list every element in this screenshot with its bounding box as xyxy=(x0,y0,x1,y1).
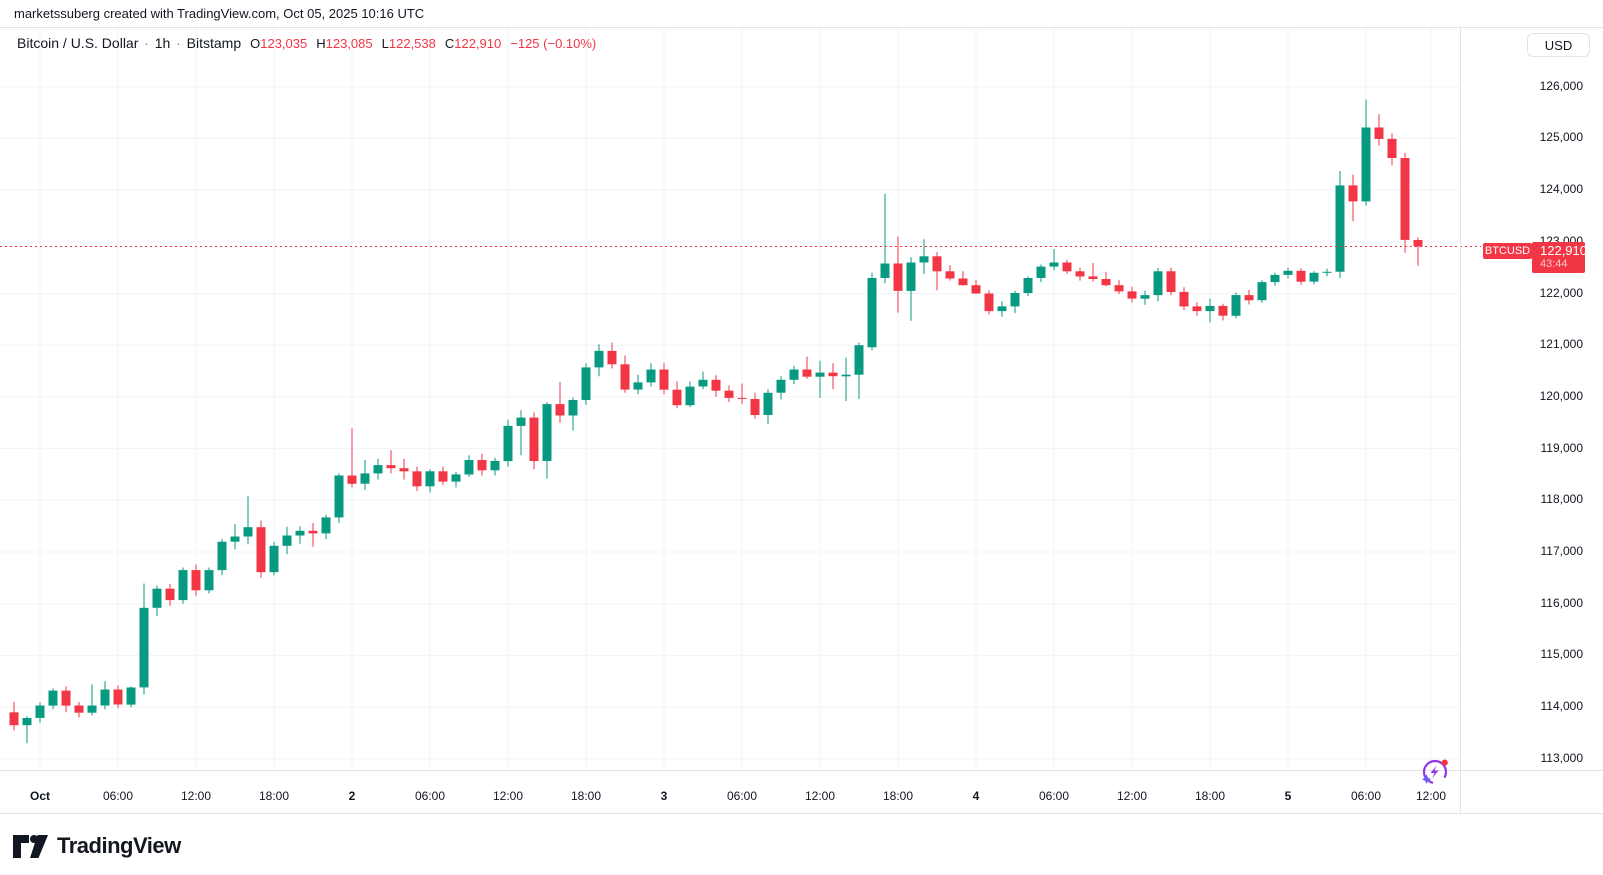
time-axis-label: Oct xyxy=(29,789,51,803)
flash-refresh-icon[interactable] xyxy=(1420,757,1450,787)
notification-dot xyxy=(1441,759,1448,766)
attribution-text: marketssuberg created with TradingView.c… xyxy=(14,6,425,21)
price-axis-border xyxy=(1460,27,1461,813)
top-separator-line xyxy=(0,27,1603,28)
time-axis[interactable]: Oct 06:00 12:00 18:00 2 06:00 12:00 18:00 3 06:00… xyxy=(0,789,1460,805)
time-axis-separator xyxy=(0,770,1603,771)
exchange-label[interactable]: Bitstamp xyxy=(186,35,242,51)
time-axis-label: 12:00 xyxy=(180,789,212,803)
tradingview-logo[interactable]: TradingView xyxy=(13,833,181,859)
time-axis-label: 06:00 xyxy=(1350,789,1382,803)
price-axis-label: 122,000 xyxy=(1539,285,1583,300)
ohlc-open: O123,035 xyxy=(250,36,308,51)
bar-countdown: 43:44 xyxy=(1540,257,1568,270)
time-axis-label: 12:00 xyxy=(1415,789,1447,803)
symbol-title[interactable]: Bitcoin / U.S. Dollar xyxy=(17,35,139,51)
ohlc-low: L122,538 xyxy=(381,36,436,51)
price-axis-label: 121,000 xyxy=(1539,337,1583,352)
ticker-price-chip: BTCUSD xyxy=(1483,242,1532,259)
time-axis-label: 12:00 xyxy=(804,789,836,803)
time-axis-label: 5 xyxy=(1284,789,1292,803)
time-axis-label: 3 xyxy=(660,789,668,803)
time-axis-label: 06:00 xyxy=(102,789,134,803)
price-axis-label: 114,000 xyxy=(1540,699,1584,714)
time-axis-label: 06:00 xyxy=(414,789,446,803)
price-axis-label: 118,000 xyxy=(1540,492,1584,507)
price-axis-label: 125,000 xyxy=(1539,130,1583,145)
time-axis-label: 06:00 xyxy=(726,789,758,803)
current-price-value: 122,910 xyxy=(1540,242,1587,258)
currency-usd-button[interactable]: USD xyxy=(1527,33,1590,57)
time-axis-label: 4 xyxy=(972,789,980,803)
time-axis-label: 12:00 xyxy=(1116,789,1148,803)
price-axis-label: 124,000 xyxy=(1539,182,1583,197)
price-axis-label: 119,000 xyxy=(1540,440,1584,455)
price-axis-label: 116,000 xyxy=(1540,595,1584,610)
price-axis-label: 120,000 xyxy=(1539,388,1583,403)
sparkle-icon xyxy=(1421,774,1432,784)
price-axis[interactable]: 126,000 125,000 124,000 123,000 122,000 121,0… xyxy=(1460,0,1603,813)
ohlc-close: C122,910 xyxy=(444,36,502,51)
price-change: −125 (−0.10%) xyxy=(510,35,597,51)
legend-separator: · xyxy=(144,35,149,51)
price-axis-label: 117,000 xyxy=(1540,544,1584,558)
time-axis-label: 18:00 xyxy=(882,789,914,803)
time-axis-label: 18:00 xyxy=(1194,789,1226,803)
lightning-bolt-icon xyxy=(1430,765,1439,779)
chart-bottom-border xyxy=(0,813,1603,814)
current-price-label: 122,910 43:44 xyxy=(1532,241,1587,273)
time-axis-label: 2 xyxy=(348,789,356,803)
time-axis-label: 18:00 xyxy=(258,789,290,803)
price-axis-label: 115,000 xyxy=(1540,647,1584,662)
time-axis-label: 18:00 xyxy=(570,789,602,803)
tradingview-logo-text: TradingView xyxy=(57,833,181,858)
attribution-bar: marketssuberg created with TradingView.c… xyxy=(0,0,1603,27)
price-axis-label: 126,000 xyxy=(1539,78,1583,93)
chart-legend[interactable]: Bitcoin / U.S. Dollar · 1h · Bitstamp O1… xyxy=(17,34,596,52)
price-axis-label: 113,000 xyxy=(1540,750,1584,765)
interval-label[interactable]: 1h xyxy=(154,35,171,51)
tradingview-logo-mark xyxy=(13,834,48,858)
legend-separator: · xyxy=(176,35,181,51)
time-axis-label: 06:00 xyxy=(1038,789,1070,803)
time-axis-label: 12:00 xyxy=(492,789,524,803)
ohlc-high: H123,085 xyxy=(316,36,373,51)
